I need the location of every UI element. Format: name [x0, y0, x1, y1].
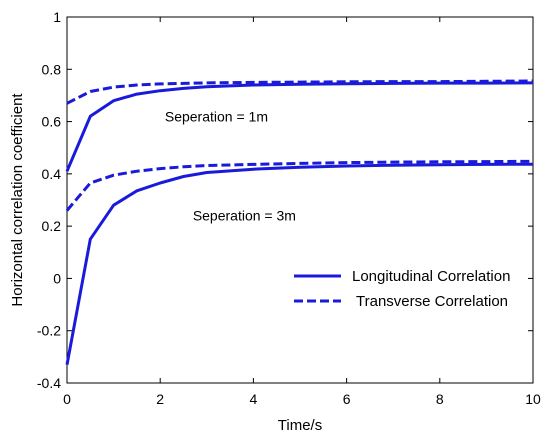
y-tick-label: 0.8	[42, 61, 62, 77]
y-tick-label: -0.2	[37, 323, 61, 339]
separation-annotation: Seperation = 3m	[193, 208, 296, 224]
transverse-line-series-3	[65, 159, 534, 212]
plot-frame	[66, 16, 534, 384]
y-tick-label: 1	[53, 9, 61, 25]
x-tick-label: 4	[250, 391, 258, 407]
x-tick-label: 2	[156, 391, 164, 407]
legend-label: Longitudinal Correlation	[352, 268, 510, 285]
y-axis-label: Horizontal correlation coefficient	[9, 93, 26, 307]
y-tick-label: -0.4	[37, 375, 61, 391]
y-tick-label: 0.2	[42, 218, 62, 234]
x-tick-label: 6	[343, 391, 351, 407]
series-layer	[65, 79, 534, 365]
annotation-layer: Seperation = 1m Seperation = 3m	[165, 108, 296, 223]
separation-annotation: Seperation = 1m	[165, 108, 268, 124]
y-tick-label: 0.4	[42, 166, 62, 182]
y-tick-label: 0.6	[42, 114, 62, 130]
x-axis-label: Time/s	[278, 417, 322, 434]
transverse-line-series-1	[66, 79, 534, 105]
x-tick-label: 10	[525, 391, 541, 407]
x-tick-label: 8	[436, 391, 444, 407]
ticks-layer: 0 2 4 6 8 10 -0.4 -0.2 0 0.2 0.4 0.6 0.8 1	[37, 9, 541, 407]
plot-area	[66, 16, 534, 384]
legend: Longitudinal Correlation Transverse Corre…	[294, 268, 510, 310]
x-tick-label: 0	[63, 391, 71, 407]
legend-label: Transverse Correlation	[356, 293, 508, 310]
longitudinal-line-series-2	[65, 162, 534, 365]
longitudinal-line-series-0	[65, 81, 534, 172]
y-tick-label: 0	[53, 270, 61, 286]
